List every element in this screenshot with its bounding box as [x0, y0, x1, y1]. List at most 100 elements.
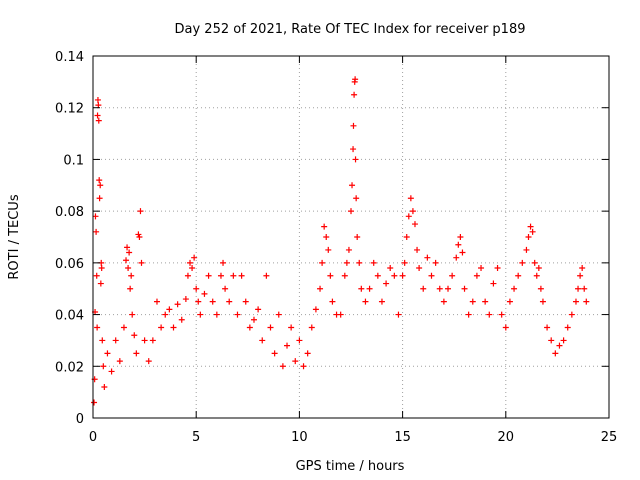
data-point: [166, 306, 173, 313]
data-point: [124, 244, 131, 251]
data-point: [537, 285, 544, 292]
data-point: [91, 399, 98, 406]
data-point: [387, 265, 394, 272]
data-point: [255, 306, 262, 313]
y-tick-label: 0.02: [55, 360, 84, 375]
data-point: [354, 234, 361, 240]
data-point: [478, 265, 485, 272]
x-axis-label: GPS time / hours: [296, 459, 405, 474]
y-tick-label: 0.04: [55, 309, 84, 324]
data-point: [158, 324, 165, 331]
data-point: [133, 350, 140, 357]
data-point: [93, 228, 100, 235]
data-point: [116, 358, 123, 365]
y-tick-label: 0.06: [55, 257, 84, 272]
data-point: [209, 298, 216, 305]
data-point: [94, 96, 101, 103]
data-point: [97, 182, 104, 189]
data-point: [579, 265, 586, 272]
data-point: [125, 265, 132, 272]
data-point: [184, 272, 191, 279]
data-point: [327, 272, 334, 279]
data-point: [94, 112, 101, 119]
data-point: [323, 234, 330, 240]
data-point: [189, 265, 196, 272]
data-point: [201, 290, 208, 297]
data-point: [455, 241, 462, 248]
x-tick-labels: 0 5 10 15 20 25: [89, 430, 617, 445]
data-point: [461, 285, 468, 292]
data-point: [465, 311, 472, 318]
data-point: [217, 272, 224, 279]
data-point: [191, 254, 198, 261]
data-point: [195, 298, 202, 305]
data-point: [453, 254, 460, 261]
data-point: [366, 285, 373, 292]
data-point: [145, 358, 152, 365]
data-point: [531, 259, 538, 266]
data-point: [409, 208, 416, 215]
data-point: [440, 298, 447, 305]
y-tick-label: 0.12: [55, 102, 84, 117]
data-point: [220, 259, 227, 266]
x-tick-label: 25: [601, 430, 618, 445]
data-point: [535, 265, 542, 272]
x-tick-label: 0: [89, 430, 97, 445]
data-point: [407, 195, 414, 202]
data-point: [317, 285, 324, 292]
y-tick-labels: 0 0.02 0.04 0.06 0.08 0.1 0.12 0.14: [55, 50, 84, 427]
data-point: [127, 285, 134, 292]
data-point: [568, 311, 575, 318]
data-point: [414, 246, 421, 253]
data-point: [271, 350, 278, 357]
data-point: [349, 182, 356, 189]
data-point: [395, 311, 402, 318]
data-point: [104, 350, 111, 357]
data-point: [101, 383, 108, 390]
data-point: [213, 311, 220, 318]
data-point: [170, 324, 177, 331]
data-point: [296, 337, 303, 344]
data-point: [178, 316, 185, 323]
data-point: [399, 272, 406, 279]
data-point: [572, 298, 579, 305]
data-point: [246, 324, 253, 331]
x-tick-label: 10: [291, 430, 308, 445]
data-point: [162, 311, 169, 318]
data-point: [319, 259, 326, 266]
data-point: [403, 234, 410, 240]
data-point: [137, 208, 144, 215]
data-point: [97, 280, 104, 287]
gridlines: [93, 56, 609, 418]
data-point: [222, 285, 229, 292]
data-point: [108, 368, 115, 375]
data-point: [128, 272, 135, 279]
data-point: [98, 265, 105, 272]
data-point: [575, 285, 582, 292]
data-point: [370, 259, 377, 266]
data-point: [362, 298, 369, 305]
data-point: [205, 272, 212, 279]
plot-frame: [92, 55, 610, 419]
data-point: [96, 177, 103, 184]
x-tick-label: 20: [498, 430, 515, 445]
data-point: [351, 91, 358, 98]
data-point: [473, 272, 480, 279]
data-point: [138, 259, 145, 266]
data-point: [242, 298, 249, 305]
data-point: [552, 350, 559, 357]
data-point: [343, 259, 350, 266]
data-point: [123, 257, 130, 264]
data-point: [300, 363, 307, 370]
data-point: [581, 285, 588, 292]
data-point: [374, 272, 381, 279]
data-point: [238, 272, 245, 279]
data-point: [187, 259, 194, 266]
data-point: [341, 272, 348, 279]
data-point: [182, 296, 189, 303]
data-point: [527, 223, 534, 230]
y-tick-label: 0.08: [55, 205, 84, 220]
data-point: [560, 337, 567, 344]
data-point: [348, 208, 354, 215]
